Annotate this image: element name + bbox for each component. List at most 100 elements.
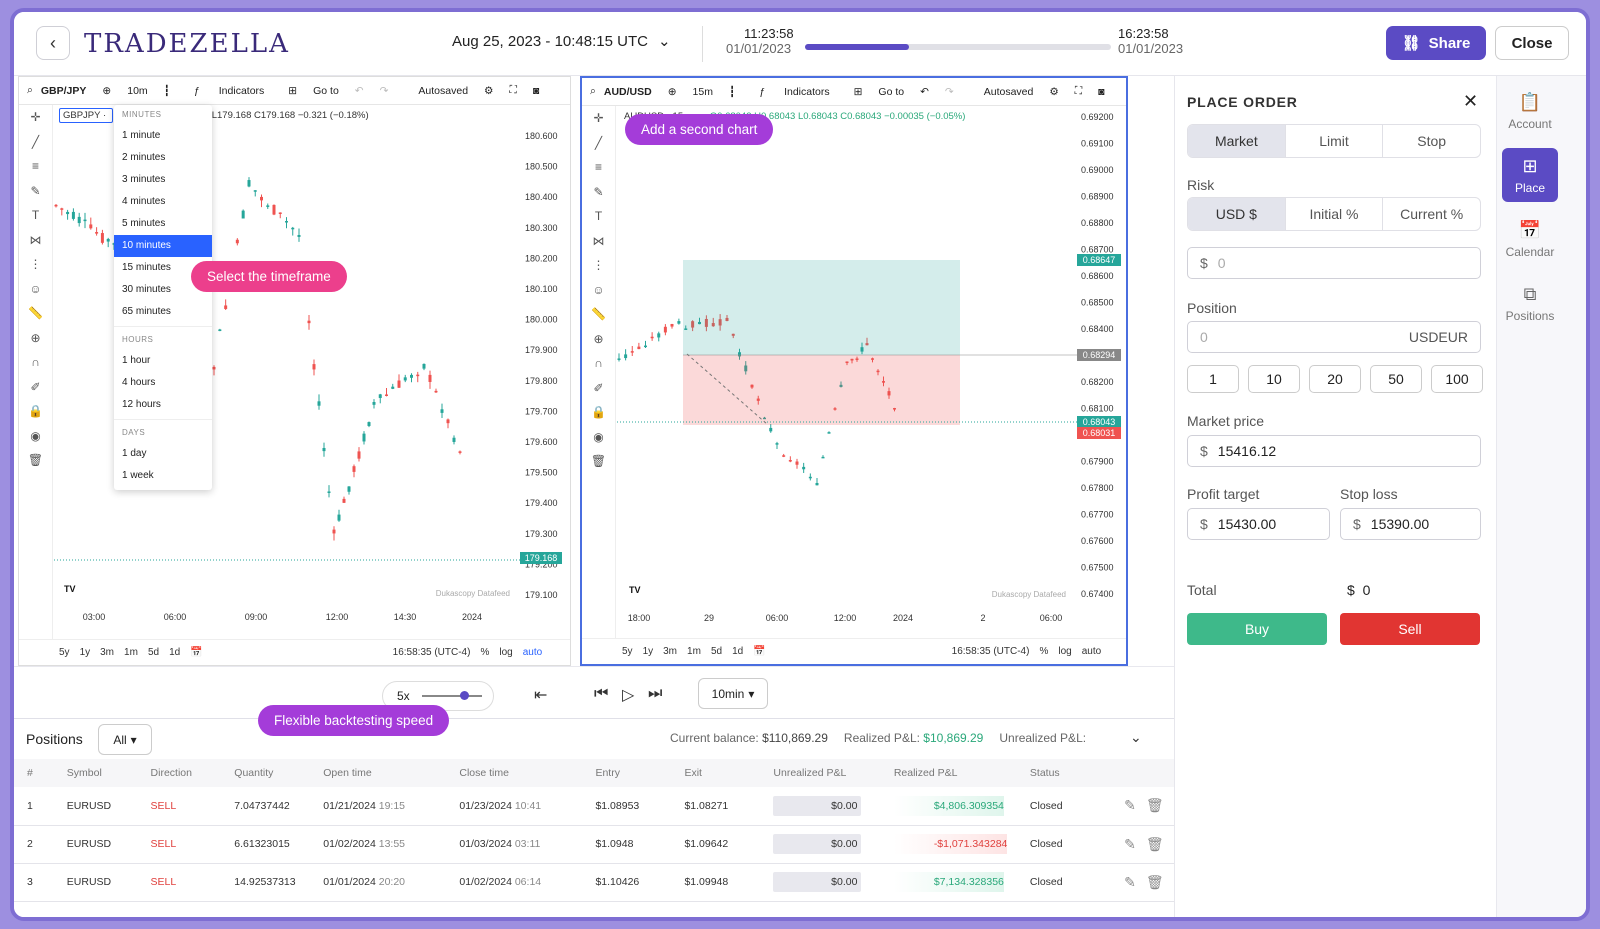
trash-icon[interactable]: 🗑 [1145, 873, 1164, 890]
ruler-icon[interactable]: 📏 [591, 307, 606, 321]
range-1d[interactable]: 1d [732, 646, 744, 657]
layout-icon[interactable]: ⊞ [853, 85, 863, 98]
autosaved-button[interactable]: Autosaved [983, 85, 1034, 98]
percent-toggle[interactable]: % [480, 647, 490, 658]
menu-item-65-minutes[interactable]: 65 minutes [122, 306, 171, 317]
log-toggle[interactable]: log [499, 647, 513, 658]
projection-icon[interactable]: ⋮ [29, 257, 42, 271]
range-5y[interactable]: 5y [59, 647, 70, 658]
chart-right[interactable]: ⌕ AUD/USD ⊕ 15m ┇ ƒ Indicators ⊞ Go to ↶… [580, 76, 1128, 666]
tab-limit[interactable]: Limit [1286, 125, 1384, 157]
camera-icon[interactable]: ◙ [1098, 85, 1105, 98]
range-5d[interactable]: 5d [147, 647, 160, 658]
tab-stop[interactable]: Stop [1417, 133, 1447, 149]
chart-clock[interactable]: 16:58:35 (UTC-4) [392, 647, 471, 658]
play-icon[interactable]: ▷ [622, 687, 635, 704]
range-1y[interactable]: 1y [79, 647, 91, 658]
candle-type-icon[interactable]: ┇ [163, 84, 170, 97]
undo-icon[interactable]: ↶ [354, 84, 364, 97]
crosshair-icon[interactable]: ✛ [593, 111, 604, 125]
layout-icon[interactable]: ⊞ [288, 84, 298, 97]
log-toggle[interactable]: log [1058, 646, 1072, 657]
close-button[interactable]: Close [1495, 26, 1569, 60]
trash-icon[interactable]: 🗑 [1145, 835, 1164, 852]
risk-mode-current[interactable]: Current % [1400, 206, 1464, 222]
menu-item-30-minutes[interactable]: 30 minutes [122, 284, 171, 295]
trash-icon[interactable]: 🗑 [27, 453, 44, 467]
fib-icon[interactable]: ≡ [31, 159, 39, 173]
fib-icon[interactable]: ≡ [594, 160, 602, 174]
pattern-icon[interactable]: ⋈ [29, 232, 42, 247]
trendline-icon[interactable]: ╱ [594, 135, 603, 150]
redo-icon[interactable]: ↷ [379, 84, 389, 97]
trash-icon[interactable]: 🗑 [590, 454, 607, 468]
projection-icon[interactable]: ⋮ [592, 258, 605, 272]
positions-filter[interactable]: All ▾ [98, 724, 152, 755]
quick-qty-10[interactable]: 10 [1248, 365, 1300, 393]
goto-button[interactable]: Go to [313, 84, 339, 97]
jump-to-start-icon[interactable]: ⇤ [534, 687, 548, 704]
eye-icon[interactable]: ◉ [30, 428, 41, 443]
symbol-button[interactable]: GBP/JPY [40, 84, 87, 97]
edit-icon[interactable]: ✎ [1124, 797, 1136, 814]
symbol-button[interactable]: AUD/USD [603, 85, 652, 98]
crosshair-icon[interactable]: ✛ [30, 110, 41, 124]
edit-icon[interactable]: ✎ [1124, 835, 1136, 852]
eye-icon[interactable]: ◉ [593, 429, 604, 444]
rail-place[interactable]: ⊞ Place [1502, 148, 1558, 202]
position-input[interactable]: 0 USDEUR [1187, 321, 1481, 353]
pencil-lock-icon[interactable]: ✐ [593, 380, 604, 395]
goto-date-icon[interactable]: 📅 [753, 646, 766, 657]
edit-icon[interactable]: ✎ [1124, 873, 1136, 890]
settings-icon[interactable]: ⚙ [1049, 85, 1059, 98]
candle-type-icon[interactable]: ┇ [728, 85, 736, 98]
trendline-icon[interactable]: ╱ [31, 134, 40, 149]
rail-positions[interactable]: ⧉ Positions [1502, 276, 1558, 330]
compare-icon[interactable]: ⊕ [667, 85, 677, 98]
auto-toggle[interactable]: auto [522, 647, 543, 658]
risk-input[interactable]: $0 [1187, 247, 1481, 279]
menu-item-1-hour[interactable]: 1 hour [122, 355, 151, 366]
speed-slider-knob[interactable] [459, 691, 469, 700]
fullscreen-icon[interactable]: ⛶ [1074, 85, 1083, 97]
timeline-progress[interactable] [805, 44, 1111, 50]
brush-icon[interactable]: ✎ [593, 184, 604, 199]
playback-interval-select[interactable]: 10min ▾ [698, 678, 768, 709]
table-row[interactable]: 1 EURUSD SELL 7.04737442 01/21/2024 19:1… [14, 787, 1174, 826]
interval-button[interactable]: 10m [127, 84, 148, 97]
menu-item-1-day[interactable]: 1 day [122, 448, 147, 459]
brush-icon[interactable]: ✎ [30, 183, 41, 198]
redo-icon[interactable]: ↷ [944, 85, 954, 98]
menu-item-2-minutes[interactable]: 2 minutes [122, 152, 166, 163]
emoji-icon[interactable]: ☺ [592, 282, 605, 297]
range-1m[interactable]: 1m [687, 646, 701, 657]
chevron-down-icon[interactable]: ⌄ [1130, 729, 1142, 745]
range-1y[interactable]: 1y [642, 646, 654, 657]
table-row[interactable]: 2 EURUSD SELL 6.61323015 01/02/2024 13:5… [14, 825, 1174, 864]
interval-button[interactable]: 15m [692, 85, 713, 98]
text-icon[interactable]: T [31, 208, 40, 222]
risk-mode-initial[interactable]: Initial % [1286, 198, 1384, 230]
range-3m[interactable]: 3m [663, 646, 678, 657]
lock-icon[interactable]: 🔒 [28, 404, 43, 418]
quick-qty-100[interactable]: 100 [1431, 365, 1483, 393]
step-forward-icon[interactable]: ⏭ [648, 685, 663, 702]
lock-icon[interactable]: 🔒 [591, 405, 606, 419]
undo-icon[interactable]: ↶ [920, 85, 929, 98]
indicators-button[interactable]: ƒ Indicators [178, 85, 280, 97]
table-row[interactable]: 3 EURUSD SELL 14.92537313 01/01/2024 20:… [14, 863, 1174, 902]
search-icon[interactable]: ⌕ [590, 85, 596, 97]
menu-item-12-hours[interactable]: 12 hours [122, 399, 161, 410]
compare-icon[interactable]: ⊕ [102, 84, 112, 97]
rail-account[interactable]: 📋 Account [1502, 84, 1558, 138]
profit-target-input[interactable]: $15430.00 [1187, 508, 1330, 540]
zoom-icon[interactable]: ⊕ [593, 331, 604, 346]
camera-icon[interactable]: ◙ [532, 84, 540, 97]
magnet-icon[interactable]: ∩ [594, 356, 603, 370]
close-icon[interactable]: ✕ [1463, 91, 1479, 111]
emoji-icon[interactable]: ☺ [29, 281, 42, 296]
indicators-button[interactable]: ƒ Indicators [743, 86, 845, 98]
speed-slider[interactable] [421, 691, 482, 700]
quick-qty-20[interactable]: 20 [1309, 365, 1361, 393]
stop-loss-input[interactable]: $15390.00 [1340, 508, 1481, 540]
